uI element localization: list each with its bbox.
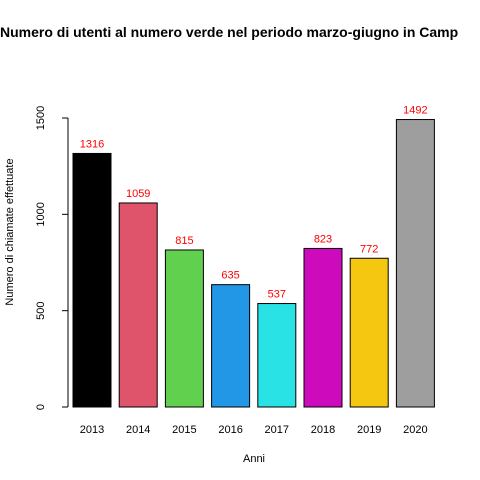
bar-2016 <box>211 284 251 408</box>
data-label-2016: 635 <box>221 270 239 282</box>
bar-2019 <box>349 257 389 408</box>
bars <box>72 119 435 408</box>
y-tick-label: 0 <box>35 404 47 410</box>
x-tick-label-2018: 2018 <box>311 424 335 436</box>
x-tick-label-2019: 2019 <box>357 424 381 436</box>
x-tick-label-2020: 2020 <box>403 424 427 436</box>
bar-2014 <box>118 202 158 408</box>
data-label-2017: 537 <box>268 289 286 301</box>
bar-2013 <box>72 152 112 408</box>
y-axis-label: Numero di chiamate effettuate <box>4 158 16 305</box>
chart-title: Numero di utenti al numero verde nel per… <box>0 24 458 40</box>
bar-2017 <box>257 303 297 408</box>
bar-2018 <box>303 247 343 408</box>
x-axis-tick-labels: 2013 2014 2015 2016 2017 2018 2019 2020 <box>80 424 428 436</box>
y-tick-label: 500 <box>35 301 47 319</box>
y-tick-label: 1500 <box>35 106 47 130</box>
y-axis: 0 500 1000 1500 <box>35 106 69 410</box>
x-tick-label-2014: 2014 <box>126 424 150 436</box>
data-labels: 1316 1059 815 635 537 823 772 1492 <box>80 105 428 301</box>
data-label-2014: 1059 <box>126 188 150 200</box>
data-label-2015: 815 <box>175 235 193 247</box>
data-label-2020: 1492 <box>403 105 427 117</box>
x-tick-label-2016: 2016 <box>218 424 242 436</box>
data-label-2013: 1316 <box>80 138 104 150</box>
bar-2015 <box>164 249 204 408</box>
x-tick-label-2017: 2017 <box>265 424 289 436</box>
x-tick-label-2013: 2013 <box>80 424 104 436</box>
bar-2020 <box>395 119 435 408</box>
x-axis-label: Anni <box>243 453 265 465</box>
data-label-2019: 772 <box>360 243 378 255</box>
y-tick-label: 1000 <box>35 202 47 226</box>
x-tick-label-2015: 2015 <box>172 424 196 436</box>
data-label-2018: 823 <box>314 233 332 245</box>
